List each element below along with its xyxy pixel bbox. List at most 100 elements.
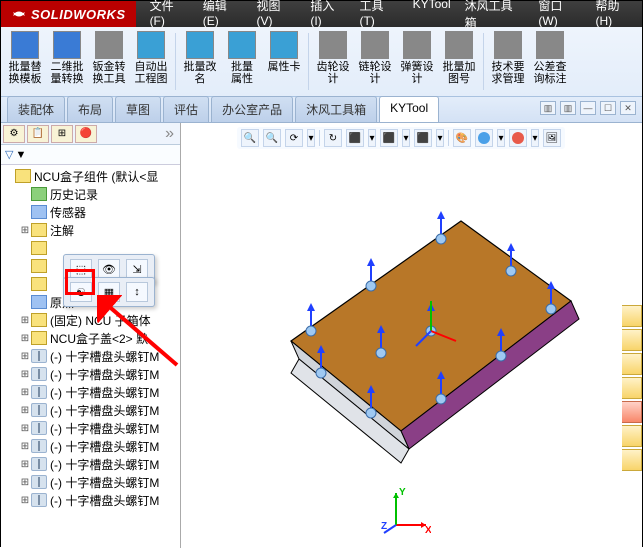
expand-icon[interactable]: ⊞ [19,225,31,236]
ribbon-icon [186,31,214,59]
expand-icon[interactable]: ⊞ [19,459,31,470]
graphics-viewport[interactable]: 🔍🔍⟳▾↻⬛▾⬛▾⬛▾🎨▾▾🖼 X Y Z [181,123,642,548]
expand-icon[interactable]: ⊞ [19,369,31,380]
task-pane-button[interactable] [622,353,642,375]
menu-item[interactable]: 帮助(H) [590,0,642,35]
task-pane-icon[interactable]: ▥ [540,101,556,115]
tree-item-label: (-) 十字槽盘头螺钉M [50,456,159,473]
tree-item[interactable]: ⊞(-) 十字槽盘头螺钉M [1,419,180,437]
ribbon-button[interactable]: 批量改名 [180,29,220,94]
tree-root[interactable]: NCU盒子组件 (默认<显 [1,167,180,185]
dropdown-icon[interactable]: ▾ [497,129,505,147]
view-toolbar: 🔍🔍⟳▾↻⬛▾⬛▾⬛▾🎨▾▾🖼 [237,127,565,149]
tree-item[interactable]: ⊞(-) 十字槽盘头螺钉M [1,473,180,491]
tree-item-icon [31,313,47,327]
tree-item[interactable]: 历史记录 [1,185,180,203]
panel-tab[interactable]: 🔴 [75,125,97,143]
view-toolbar-button[interactable]: ⬛ [346,129,364,147]
ribbon-button[interactable]: 二维批量转换 [47,29,87,94]
annotation-highlight [65,269,95,295]
document-tab[interactable]: KYTool [379,96,439,122]
view-toolbar-button[interactable]: 🖼 [543,129,561,147]
tree-item[interactable]: ⊞注解 [1,221,180,239]
view-toolbar-button[interactable]: ⬛ [414,129,432,147]
ribbon-button[interactable]: 齿轮设计 [313,29,353,94]
tree-item[interactable]: ⊞ (-) 十字槽盘头螺钉M [1,455,180,473]
close-button[interactable]: ✕ [620,101,636,115]
ribbon-button[interactable]: 自动出工程图 [131,29,171,94]
task-pane-button[interactable] [622,329,642,351]
task-pane-button[interactable] [622,401,642,423]
tree-item[interactable]: ⊞(-) 十字槽盘头螺钉M [1,401,180,419]
ribbon-button[interactable]: 批量加图号 [439,29,479,94]
view-toolbar-button[interactable]: 🔍 [241,129,259,147]
task-pane-button[interactable] [622,377,642,399]
tree-item-icon [31,367,47,381]
tree-item-label: 历史记录 [50,186,98,203]
expand-icon[interactable]: ⊞ [19,477,31,488]
tree-item[interactable]: ⊞(-) 十字槽盘头螺钉M [1,437,180,455]
document-tab[interactable]: 布局 [67,96,113,122]
task-pane-icon[interactable]: ▥ [560,101,576,115]
tree-item[interactable]: 传感器 [1,203,180,221]
view-toolbar-button[interactable]: 🔍 [263,129,281,147]
ribbon-button[interactable]: 弹簧设计 [397,29,437,94]
ribbon-label: 钣金转换工具 [93,61,126,85]
view-toolbar-button[interactable]: ⬛ [380,129,398,147]
expand-icon[interactable]: ⊞ [19,351,31,362]
expand-icon[interactable]: ⊞ [19,315,31,326]
expand-icon[interactable]: ⊞ [19,333,31,344]
ribbon-button[interactable]: 批量属性 [222,29,262,94]
ribbon-button[interactable]: 属性卡 [264,29,304,94]
collapse-icon[interactable]: » [161,125,178,143]
ribbon-icon [270,31,298,59]
ribbon-icon [11,31,39,59]
maximize-button[interactable]: ☐ [600,101,616,115]
document-tab[interactable]: 办公室产品 [211,96,293,122]
ribbon-toolbar: 批量替换模板二维批量转换钣金转换工具自动出工程图批量改名批量属性属性卡齿轮设计链… [1,27,642,97]
tree-item-icon [31,241,47,255]
popup-btn-3[interactable]: ⇲ [126,259,148,279]
view-toolbar-button[interactable]: 🎨 [453,129,471,147]
panel-tab[interactable]: 📋 [27,125,49,143]
svg-text:Z: Z [381,521,387,532]
dropdown-icon[interactable]: ▾ [436,129,444,147]
document-tab[interactable]: 草图 [115,96,161,122]
ribbon-button[interactable]: 公差查询标注 [530,29,570,94]
view-toolbar-button[interactable] [509,129,527,147]
popup-btn-2[interactable]: 👁 [98,259,120,279]
expand-icon[interactable]: ⊞ [19,495,31,506]
tree-item[interactable]: ⊞(-) 十字槽盘头螺钉M [1,383,180,401]
panel-tab[interactable]: ⚙ [3,125,25,143]
tree-item[interactable]: ⊞(-) 十字槽盘头螺钉M [1,491,180,509]
task-pane-button[interactable] [622,449,642,471]
ribbon-button[interactable]: 技术要求管理 [488,29,528,94]
dropdown-icon[interactable]: ▾ [368,129,376,147]
expand-icon[interactable]: ⊞ [19,405,31,416]
document-tab[interactable]: 评估 [163,96,209,122]
task-pane-button[interactable] [622,305,642,327]
task-pane-button[interactable] [622,425,642,447]
ribbon-icon [228,31,256,59]
expand-icon[interactable]: ⊞ [19,423,31,434]
document-tab[interactable]: 沐风工具箱 [295,96,377,122]
view-toolbar-button[interactable]: ↻ [324,129,342,147]
expand-icon[interactable]: ⊞ [19,387,31,398]
minimize-button[interactable]: — [580,101,596,115]
panel-tab[interactable]: ⊞ [51,125,73,143]
tree-filter-bar[interactable]: ▽ ▼ [1,145,180,165]
view-toolbar-button[interactable]: ⟳ [285,129,303,147]
view-toolbar-button[interactable] [475,129,493,147]
plate-svg [251,181,591,521]
ribbon-button[interactable]: 批量替换模板 [5,29,45,94]
dropdown-icon[interactable]: ▾ [402,129,410,147]
dropdown-icon[interactable]: ▾ [531,129,539,147]
ribbon-button[interactable]: 链轮设计 [355,29,395,94]
dropdown-icon[interactable]: ▾ [307,129,315,147]
ribbon-button[interactable]: 钣金转换工具 [89,29,129,94]
tree-root-label[interactable]: NCU盒子组件 (默认<显 [34,168,158,185]
document-tab[interactable]: 装配体 [7,96,65,122]
expand-icon[interactable]: ⊞ [19,441,31,452]
annotation-arrow [97,295,187,375]
filter-dropdown[interactable]: ▼ [15,149,26,161]
